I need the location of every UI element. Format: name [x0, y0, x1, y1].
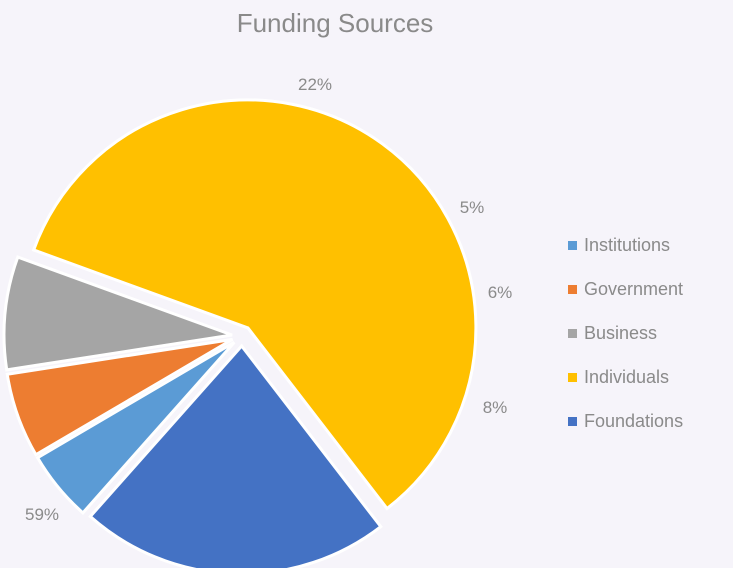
data-label-institutions: 22%	[298, 75, 332, 94]
legend-item-government: Government	[568, 267, 683, 311]
legend-swatch	[568, 284, 577, 294]
legend: Institutions Government Business Individual…	[568, 223, 683, 443]
legend-item-institutions: Institutions	[568, 223, 683, 267]
legend-swatch	[568, 240, 577, 250]
legend-item-business: Business	[568, 311, 683, 355]
legend-label: Government	[584, 278, 684, 299]
pie-slice-foundations	[35, 341, 236, 515]
legend-item-foundations: Foundations	[568, 399, 683, 443]
legend-label: Business	[584, 322, 658, 343]
pie-slice-business	[2, 255, 233, 372]
legend-label: Foundations	[584, 410, 684, 431]
pie-slice-government	[5, 337, 234, 457]
chart-title: Funding Sources	[236, 8, 434, 38]
data-label-foundations: 5%	[460, 198, 485, 217]
legend-swatch	[568, 372, 577, 382]
legend-item-individuals: Individuals	[568, 355, 683, 399]
data-label-business: 8%	[483, 398, 508, 417]
pie-slice-individuals	[31, 98, 478, 511]
data-label-individuals: 59%	[25, 505, 59, 524]
data-label-government: 6%	[488, 283, 513, 302]
legend-label: Individuals	[584, 366, 670, 387]
pie-slice-institutions	[88, 343, 383, 568]
legend-label: Institutions	[584, 234, 671, 255]
legend-swatch	[568, 328, 577, 338]
legend-swatch	[568, 416, 577, 426]
